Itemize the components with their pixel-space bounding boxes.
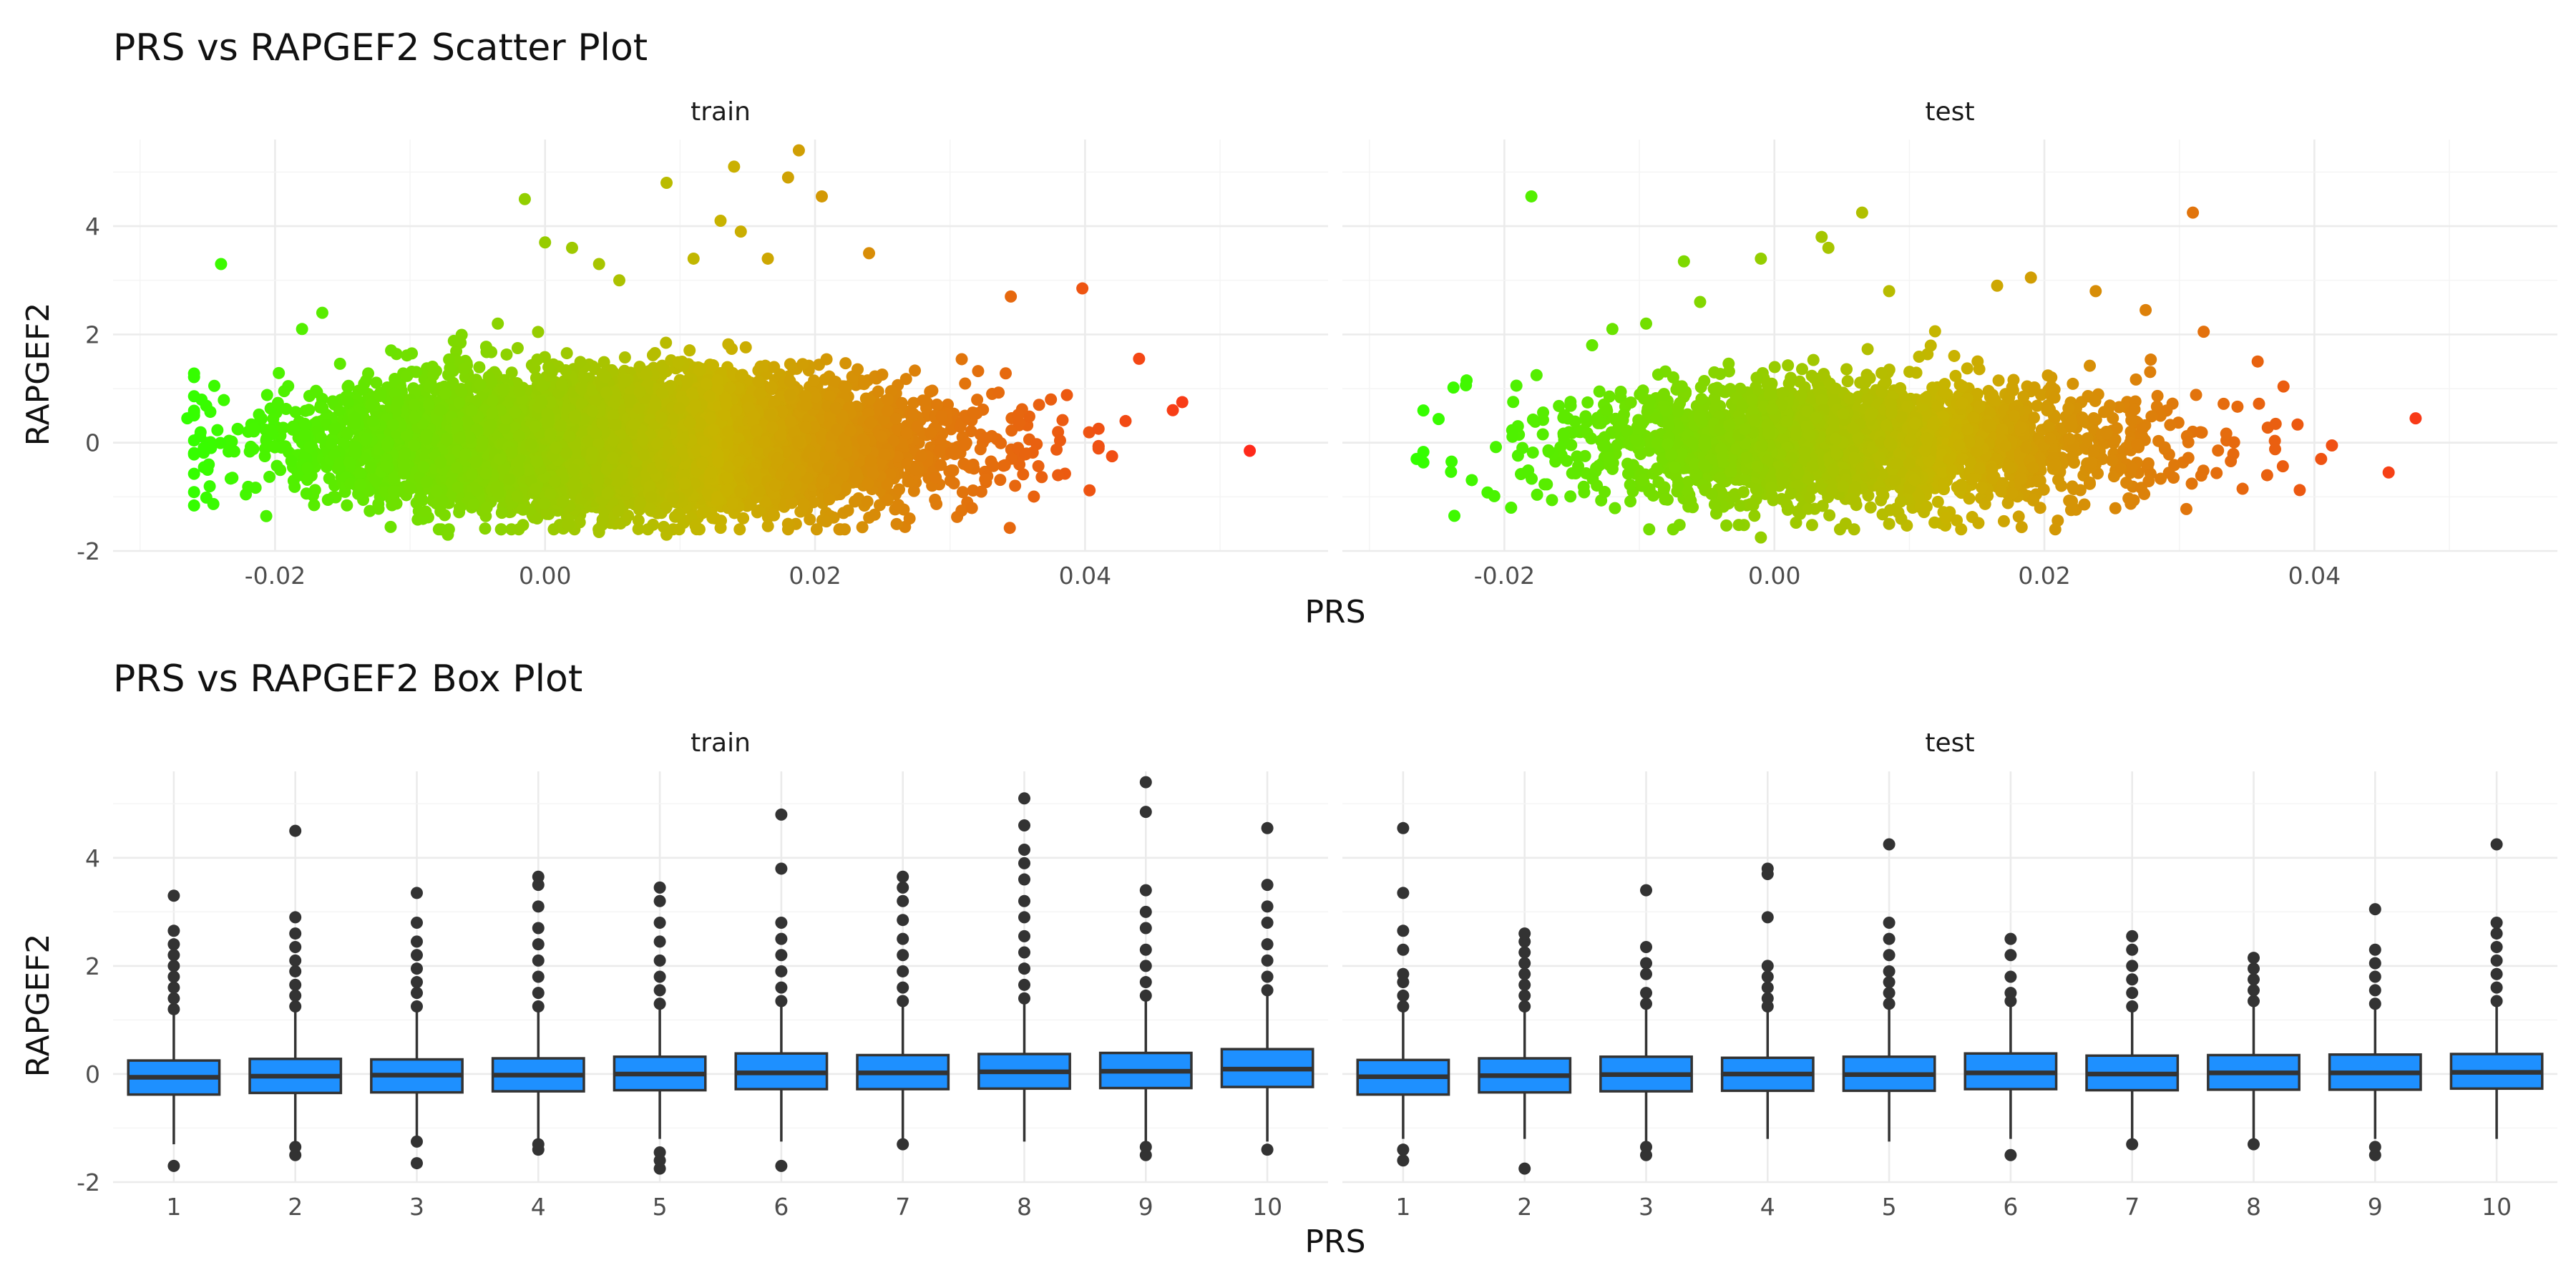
scatter-point (632, 522, 645, 535)
scatter-point (1083, 426, 1096, 439)
scatter-point (899, 373, 912, 386)
scatter-point (1003, 522, 1016, 535)
scatter-point (494, 523, 507, 536)
scatter-point (308, 499, 321, 512)
scatter-point (267, 412, 280, 425)
scatter-point (473, 361, 486, 374)
scatter-point (479, 522, 492, 535)
scatter-points (181, 144, 1257, 541)
scatter-point (673, 523, 686, 536)
scatter-point (1083, 484, 1096, 497)
scatter-point (819, 373, 831, 386)
scatter-point (187, 367, 200, 380)
scatter-point (511, 342, 524, 355)
x-tick-label: -0.02 (245, 562, 306, 590)
scatter-point (907, 396, 920, 409)
x-tick-label: 0.00 (519, 562, 571, 590)
scatter-point (739, 341, 752, 353)
panel-strip-label: train (691, 97, 751, 127)
scatter-point (500, 348, 513, 361)
scatter-point (362, 367, 375, 380)
scatter-point (1033, 399, 1045, 411)
scatter-point (907, 484, 920, 497)
scatter-point (187, 434, 200, 447)
scatter-point (1000, 367, 1013, 380)
scatter-point (833, 523, 846, 536)
x-tick-label: 0.02 (789, 562, 841, 590)
scatter-point (273, 366, 286, 379)
scatter-point (385, 344, 398, 357)
scatter-point (1060, 389, 1073, 401)
scatter-point (271, 396, 284, 409)
scatter-point (965, 425, 977, 438)
scatter-section: PRS vs RAPGEF2 Scatter Plot train -0.02 0.… (20, 26, 2557, 630)
scatter-point (1092, 442, 1105, 455)
y-tick-label: 2 (85, 321, 100, 348)
scatter-point (1028, 490, 1040, 503)
scatter-point (1092, 422, 1105, 435)
scatter-point (447, 334, 460, 347)
scatter-point (618, 351, 631, 364)
scatter-point (955, 504, 968, 517)
scatter-title: PRS vs RAPGEF2 Scatter Plot (113, 26, 648, 69)
scatter-point (231, 422, 244, 435)
scatter-point (972, 365, 985, 378)
scatter-point (263, 470, 276, 483)
y-tick-label: 4 (85, 213, 100, 240)
scatter-point (560, 347, 573, 360)
scatter-point (187, 499, 200, 512)
scatter-point (1032, 460, 1045, 473)
scatter-panel-train: train -0.02 0.00 0.02 0.04 -2 0 2 4 (77, 97, 1328, 590)
scatter-point (1056, 414, 1069, 426)
scatter-point (722, 338, 735, 351)
x-tick-label: 0.04 (1059, 562, 1111, 590)
scatter-point (253, 408, 265, 421)
scatter-point (384, 520, 397, 533)
scatter-point (289, 406, 302, 419)
scatter-point (341, 499, 353, 512)
scatter-point (737, 512, 750, 525)
y-tick-label: 0 (85, 429, 100, 457)
scatter-point (959, 377, 972, 390)
scatter-point (597, 356, 610, 369)
scatter-point (288, 480, 301, 493)
scatter-point (517, 519, 530, 532)
y-tick-label: -2 (77, 537, 100, 565)
scatter-point (890, 517, 903, 530)
scatter-point (242, 480, 255, 493)
scatter-point (975, 485, 987, 498)
scatter-point (531, 353, 544, 366)
scatter-point (260, 389, 273, 401)
scatter-point (243, 445, 256, 458)
scatter-point (955, 353, 968, 366)
